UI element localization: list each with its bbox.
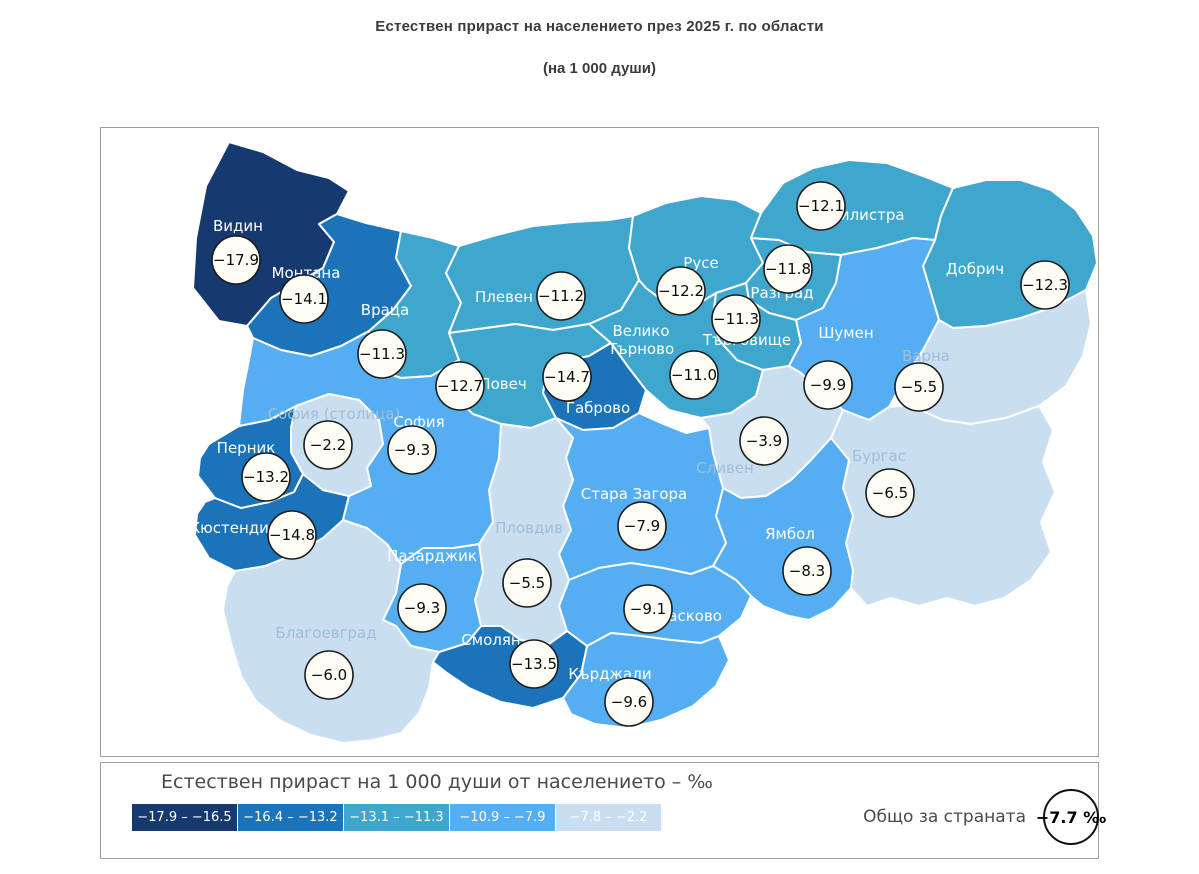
region-label-dobrich: Добрич bbox=[946, 260, 1004, 278]
region-label-yambol: Ямбол bbox=[765, 525, 815, 543]
svg-text:−12.1: −12.1 bbox=[798, 197, 844, 215]
svg-text:−9.1: −9.1 bbox=[630, 600, 666, 618]
region-label-montana: Монтана bbox=[272, 264, 341, 282]
value-badge-stara-zagora: −7.9 bbox=[617, 501, 667, 551]
svg-text:−7.9: −7.9 bbox=[624, 517, 660, 535]
region-label-burgas: Бургас bbox=[852, 447, 906, 465]
value-badge-montana: −14.1 bbox=[279, 274, 329, 324]
value-badge-silistra: −12.1 bbox=[796, 181, 846, 231]
svg-text:−12.7: −12.7 bbox=[437, 377, 483, 395]
region-label-silistra: Силистра bbox=[829, 206, 904, 224]
svg-text:−9.3: −9.3 bbox=[404, 599, 440, 617]
country-total-label: Общо за страната bbox=[863, 807, 1026, 827]
svg-text:−5.5: −5.5 bbox=[901, 378, 937, 396]
value-badge-pazardzhik: −9.3 bbox=[397, 583, 447, 633]
legend-class-4: −7.8 – −2.2 bbox=[556, 804, 661, 831]
svg-text:−11.3: −11.3 bbox=[713, 310, 759, 328]
svg-text:−9.3: −9.3 bbox=[394, 441, 430, 459]
legend-class-2: −13.1 – −11.3 bbox=[344, 804, 449, 831]
region-label-plovdiv: Пловдив bbox=[495, 519, 563, 537]
region-label-ruse: Русе bbox=[683, 254, 718, 272]
value-badge-shumen: −9.9 bbox=[803, 360, 853, 410]
map-panel: Видин Монтана Враца Плевен Ловеч Габрово Велик… bbox=[100, 127, 1099, 757]
region-label-vratsa: Враца bbox=[361, 301, 409, 319]
value-badge-dobrich: −12.3 bbox=[1020, 260, 1070, 310]
region-label-sliven: Сливен bbox=[696, 459, 754, 477]
page-title: Естествен прираст на населението през 20… bbox=[375, 18, 824, 35]
svg-text:−14.8: −14.8 bbox=[269, 526, 315, 544]
svg-text:−13.5: −13.5 bbox=[511, 655, 557, 673]
value-badge-ruse: −12.2 bbox=[656, 266, 706, 316]
region-burgas[interactable] bbox=[830, 404, 1056, 607]
region-label-gabrovo: Габрово bbox=[566, 399, 630, 417]
svg-text:−14.1: −14.1 bbox=[281, 290, 327, 308]
legend-swatches: −17.9 – −16.5 −16.4 – −13.2 −13.1 – −11.3−… bbox=[132, 804, 661, 831]
region-label-lovech: Ловеч bbox=[479, 375, 526, 393]
svg-text:−12.2: −12.2 bbox=[658, 282, 704, 300]
value-badge-sofia-oblast: −9.3 bbox=[387, 425, 437, 475]
region-label-haskovo: Хасково bbox=[658, 607, 722, 625]
svg-text:−5.5: −5.5 bbox=[509, 574, 545, 592]
region-label-varna: Варна bbox=[902, 347, 950, 365]
region-label-pazardzhik: Пазарджик bbox=[387, 547, 477, 565]
legend-class-0: −17.9 – −16.5 bbox=[132, 804, 237, 831]
value-badge-pleven: −11.2 bbox=[536, 271, 586, 321]
value-badge-lovech: −12.7 bbox=[435, 361, 485, 411]
bulgaria-map-svg: Видин Монтана Враца Плевен Ловеч Габрово Велик… bbox=[189, 141, 1098, 744]
svg-text:−9.9: −9.9 bbox=[810, 376, 846, 394]
svg-text:−12.3: −12.3 bbox=[1022, 276, 1068, 294]
svg-text:−11.3: −11.3 bbox=[359, 345, 405, 363]
region-label-stara-zagora: Стара Загора bbox=[581, 485, 687, 503]
region-label-veliko-tarnovo: Велико Търново bbox=[607, 322, 674, 358]
svg-text:−8.3: −8.3 bbox=[789, 562, 825, 580]
legend-class-3: −10.9 – −7.9 bbox=[450, 804, 555, 831]
svg-text:−11.0: −11.0 bbox=[671, 366, 717, 384]
page-subtitle: (на 1 000 души) bbox=[542, 60, 657, 77]
svg-text:−2.2: −2.2 bbox=[310, 436, 346, 454]
value-badge-vidin: −17.9 bbox=[211, 235, 261, 285]
legend-class-1: −16.4 – −13.2 bbox=[238, 804, 343, 831]
value-badge-targovishte: −11.3 bbox=[711, 294, 761, 344]
region-label-vidin: Видин bbox=[213, 217, 263, 235]
legend-panel: Естествен прираст на 1 000 души от насел… bbox=[100, 762, 1106, 859]
value-badge-burgas: −6.5 bbox=[865, 468, 915, 518]
value-badge-pernik: −13.2 bbox=[241, 452, 291, 502]
value-badge-veliko-tarnovo: −11.0 bbox=[669, 350, 719, 400]
region-label-pernik: Перник bbox=[217, 439, 276, 457]
region-label-pleven: Плевен bbox=[475, 288, 533, 306]
region-label-smolyan: Смолян bbox=[461, 631, 520, 649]
region-label-blagoevgrad: Благоевград bbox=[275, 624, 376, 642]
value-badge-varna: −5.5 bbox=[894, 362, 944, 412]
value-badge-plovdiv: −5.5 bbox=[502, 558, 552, 608]
svg-text:−9.6: −9.6 bbox=[611, 693, 647, 711]
value-badge-yambol: −8.3 bbox=[782, 546, 832, 596]
region-label-sofia-grad: София (столица) bbox=[268, 405, 401, 423]
value-badge-razgrad: −11.8 bbox=[763, 244, 813, 294]
value-badge-sliven: −3.9 bbox=[739, 416, 789, 466]
value-badge-gabrovo: −14.7 bbox=[542, 352, 592, 402]
svg-text:−6.0: −6.0 bbox=[311, 666, 347, 684]
value-badge-kyustendil: −14.8 bbox=[267, 510, 317, 560]
value-badge-smolyan: −13.5 bbox=[509, 639, 559, 689]
svg-text:−3.9: −3.9 bbox=[746, 432, 782, 450]
country-total-badge: −7.7 ‰ bbox=[1036, 789, 1106, 845]
svg-text:−11.2: −11.2 bbox=[538, 287, 584, 305]
svg-text:−17.9: −17.9 bbox=[213, 251, 259, 269]
region-label-shumen: Шумен bbox=[818, 324, 873, 342]
value-badge-blagoevgrad: −6.0 bbox=[304, 650, 354, 700]
region-label-kyustendil: Кюстендил bbox=[189, 519, 278, 537]
svg-text:−6.5: −6.5 bbox=[872, 484, 908, 502]
legend-title: Естествен прираст на 1 000 души от насел… bbox=[161, 771, 713, 793]
svg-text:−14.7: −14.7 bbox=[544, 368, 590, 386]
value-badge-sofia-grad: −2.2 bbox=[303, 420, 353, 470]
value-badge-haskovo: −9.1 bbox=[623, 584, 673, 634]
svg-text:−13.2: −13.2 bbox=[243, 468, 289, 486]
value-badge-kardzhali: −9.6 bbox=[604, 677, 654, 727]
value-badge-vratsa: −11.3 bbox=[357, 329, 407, 379]
svg-text:−11.8: −11.8 bbox=[765, 260, 811, 278]
